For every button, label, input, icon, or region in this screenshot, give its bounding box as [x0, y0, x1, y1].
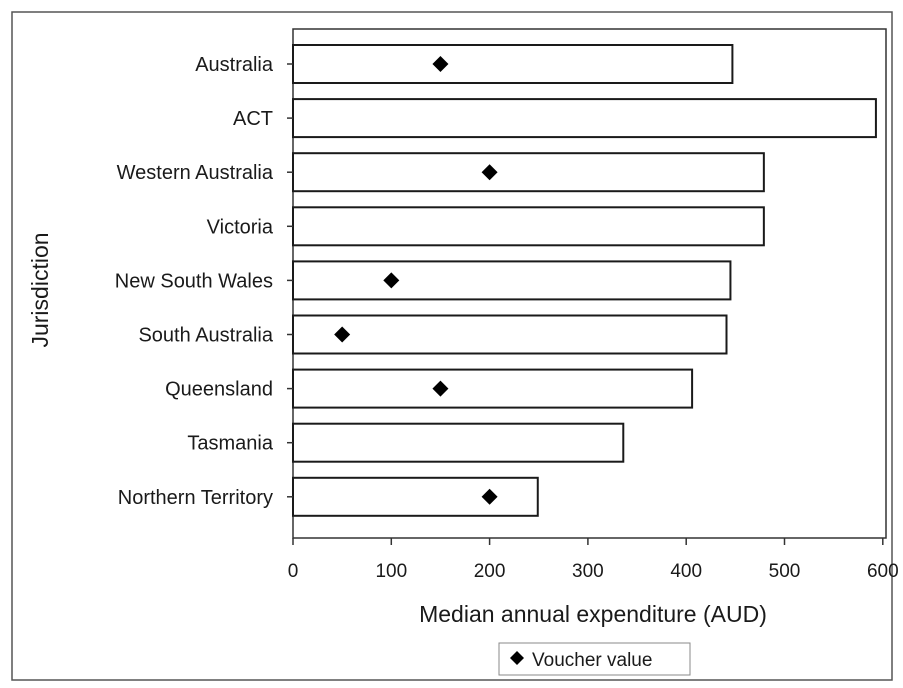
- voucher-marker-australia: [432, 56, 449, 72]
- x-tick-label: 400: [670, 561, 702, 582]
- x-tick-label: 0: [288, 561, 299, 582]
- y-tick-label: Tasmania: [187, 433, 273, 455]
- bar-south-australia: [292, 314, 728, 355]
- y-tick-label: ACT: [233, 108, 273, 130]
- y-tick-label: Victoria: [207, 216, 274, 238]
- y-tick-label: Western Australia: [117, 162, 274, 184]
- legend-diamond-icon: [510, 651, 524, 665]
- voucher-marker-northern-territory: [481, 488, 498, 505]
- y-tick-label: Australia: [195, 54, 274, 76]
- x-axis-title: Median annual expenditure (AUD): [419, 601, 767, 627]
- legend-label: Voucher value: [532, 650, 652, 671]
- x-tick-label: 200: [474, 561, 506, 582]
- bars-layer: [292, 44, 877, 517]
- y-axis: Australia ACT Western Australia Victoria New…: [115, 54, 293, 509]
- bar-act: [292, 98, 877, 139]
- y-tick-label: South Australia: [138, 325, 273, 347]
- voucher-marker-south-australia: [334, 326, 351, 343]
- y-tick-label: Northern Territory: [118, 487, 273, 509]
- voucher-marker-queensland: [432, 380, 449, 397]
- bar-victoria: [292, 206, 765, 247]
- y-tick-label: Queensland: [165, 379, 273, 401]
- x-tick-label: 300: [572, 561, 604, 582]
- bar-australia: [292, 44, 734, 84]
- x-tick-label: 100: [375, 561, 407, 582]
- y-axis-title: Jurisdiction: [27, 232, 53, 347]
- outer-frame: [11, 11, 893, 681]
- x-axis: 0 100 200 300 400 500 600: [288, 538, 899, 582]
- bar-northern-territory: [292, 476, 539, 517]
- bar-queensland: [292, 368, 694, 409]
- markers-layer: [334, 56, 498, 505]
- bar-new-south-wales: [292, 260, 732, 301]
- voucher-marker-western-australia: [481, 164, 498, 181]
- voucher-marker-new-south-wales: [383, 272, 400, 289]
- x-tick-label: 500: [769, 561, 801, 582]
- bar-tasmania: [292, 422, 625, 463]
- y-tick-label: New South Wales: [115, 270, 273, 292]
- bar-western-australia: [292, 152, 765, 193]
- x-tick-label: 600: [867, 561, 899, 582]
- legend: Voucher value: [498, 642, 691, 676]
- legend-box: [498, 642, 691, 676]
